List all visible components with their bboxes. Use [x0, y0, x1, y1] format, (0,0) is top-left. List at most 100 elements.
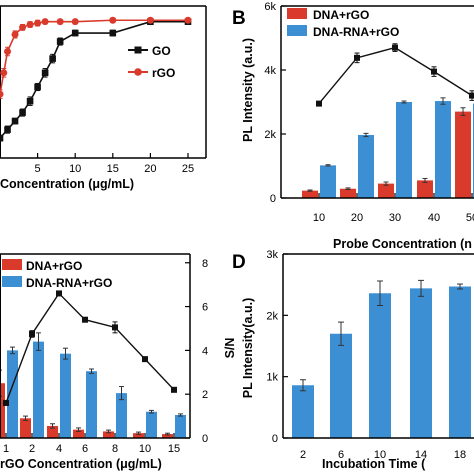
panel-c-x-tick-label: 6	[82, 443, 88, 455]
data-point-rgo	[34, 19, 42, 27]
legend-label-dna-rgo: DNA+rGO	[313, 8, 369, 22]
sn-point	[3, 399, 9, 406]
bar-dna-rna-rgo	[86, 371, 97, 438]
bar-dna-rgo	[73, 429, 84, 438]
bar-dna-rna-rgo	[320, 165, 336, 198]
bar-incubation	[410, 288, 432, 438]
bar-dna-rna-rgo	[7, 350, 18, 438]
data-point-rgo	[19, 23, 27, 31]
panel-c-y2-tick-label: 6	[202, 302, 208, 314]
data-point-rgo	[26, 21, 34, 29]
panel-a-x-tick-label: 25	[182, 163, 194, 175]
panel-b-letter: B	[232, 8, 246, 29]
panel-d-y-tick-label: 2k	[266, 310, 278, 322]
data-point-go	[11, 117, 19, 125]
panel-a-x-tick-label: 20	[144, 163, 156, 175]
bar-dna-rgo	[302, 190, 318, 198]
panel-c-y2-tick-label: 8	[202, 258, 208, 270]
panel-c-x-tick-label: 10	[139, 443, 151, 455]
bar-dna-rna-rgo	[175, 415, 186, 438]
panel-c: 0 2 4 6 8 1 2 4 6 8 10 15 DNA+rGO DNA-RNA+rGO S/N r…	[0, 253, 237, 471]
bar-dna-rgo	[378, 183, 394, 198]
bar-dna-rgo	[340, 188, 356, 198]
sn-point	[112, 324, 118, 331]
data-point-rgo	[0, 90, 4, 98]
panel-d-x-tick-label: 18	[454, 449, 466, 461]
sn-point	[29, 330, 35, 337]
data-point-go	[71, 29, 79, 37]
legend-swatch-dna-rgo	[2, 259, 22, 270]
bar-dna-rgo	[162, 434, 173, 438]
data-point-rgo	[41, 18, 49, 26]
sn-point	[469, 92, 474, 99]
panel-a-x-tick-label: 15	[107, 163, 119, 175]
panel-b-x-tick-label: 50	[466, 212, 474, 224]
data-point-rgo	[146, 16, 154, 24]
bar-dna-rna-rgo	[33, 341, 44, 438]
data-point-go	[41, 69, 49, 77]
bar-dna-rna-rgo	[60, 353, 71, 438]
bar-incubation	[292, 385, 314, 438]
bar-dna-rgo	[47, 425, 58, 438]
panel-c-x-tick-label: 4	[56, 443, 62, 455]
bar-dna-rna-rgo	[435, 101, 451, 198]
sn-point	[56, 290, 62, 297]
panel-b-x-tick-label: 20	[351, 212, 363, 224]
data-point-rgo	[56, 18, 64, 26]
legend-label-dna-rgo: DNA+rGO	[26, 259, 82, 273]
bar-dna-rgo	[133, 433, 144, 438]
legend-label-rgo: rGO	[152, 66, 175, 80]
panel-d-x-tick-label: 10	[374, 449, 386, 461]
bar-dna-rna-rgo	[358, 134, 374, 198]
panel-b-y-axis-label: PL Intensity (a.u.)	[241, 38, 255, 142]
data-point-rgo	[11, 30, 19, 38]
panel-b: B PL Intensity (a.u.) 02k4k6k1020304050 …	[232, 1, 474, 251]
bar-incubation	[369, 293, 391, 438]
panel-a-x-tick-label: 5	[35, 163, 41, 175]
bar-incubation	[449, 286, 471, 438]
panel-c-legend: DNA+rGO DNA-RNA+rGO	[2, 259, 112, 290]
panel-c-x-axis-label: rGO Concentration (μg/mL)	[0, 457, 162, 471]
legend-label-go: GO	[152, 44, 171, 58]
panel-d-y-tick-label: 3k	[266, 249, 278, 261]
panel-b-y-tick-label: 4k	[264, 65, 276, 77]
panel-d-x-axis-label: Incubation Time (	[322, 457, 426, 471]
panel-c-x-tick-label: 15	[168, 443, 180, 455]
panel-b-x-axis-label: Probe Concentration (n	[333, 237, 472, 251]
data-point-go	[19, 109, 26, 116]
legend-label-dna-rna-rgo: DNA-RNA+rGO	[26, 276, 112, 290]
panel-a-x-tick-label: 10	[69, 163, 81, 175]
panel-b-x-tick-label: 10	[313, 212, 325, 224]
sn-point	[316, 100, 322, 107]
sn-point	[431, 68, 437, 75]
panel-b-y-tick-label: 6k	[264, 1, 276, 13]
legend-swatch-dna-rna-rgo	[287, 25, 307, 36]
bar-dna-rgo	[417, 180, 433, 198]
bar-dna-rgo	[0, 383, 5, 438]
data-point-go	[56, 38, 64, 45]
data-point-go	[0, 134, 4, 142]
panel-b-y-tick-label: 0	[270, 193, 276, 205]
legend-swatch-dna-rna-rgo	[2, 276, 22, 287]
panel-d: D PL Intensity(a.u.) 0 1k 2k 3k 2 6 10 14 18 Inc…	[232, 249, 474, 471]
panel-b-legend: DNA+rGO DNA-RNA+rGO	[287, 8, 399, 39]
sn-point	[392, 44, 398, 51]
data-point-rgo	[71, 18, 79, 26]
data-point-go	[34, 83, 41, 91]
data-point-go	[4, 126, 11, 133]
bar-dna-rgo	[455, 111, 471, 198]
sn-point	[142, 356, 148, 363]
panel-d-y-tick-label: 1k	[266, 372, 278, 384]
panel-d-y-axis-label: PL Intensity(a.u.)	[241, 298, 255, 398]
panel-c-x-tick-label: 8	[112, 443, 118, 455]
panel-c-x-tick-label: 1	[3, 443, 9, 455]
panel-a-legend: GO rGO	[128, 44, 175, 80]
panel-b-x-tick-label: 30	[389, 212, 401, 224]
data-point-rgo	[184, 16, 192, 24]
legend-marker-rgo-circle	[134, 68, 142, 76]
panel-c-y2-axis-label: S/N	[223, 338, 237, 359]
panel-c-y2-tick-label: 2	[202, 389, 208, 401]
panel-a: 5 10 15 20 25 GO rGO Concentration (μg/mL)	[0, 5, 207, 191]
panel-d-x-tick-label: 6	[338, 449, 344, 461]
